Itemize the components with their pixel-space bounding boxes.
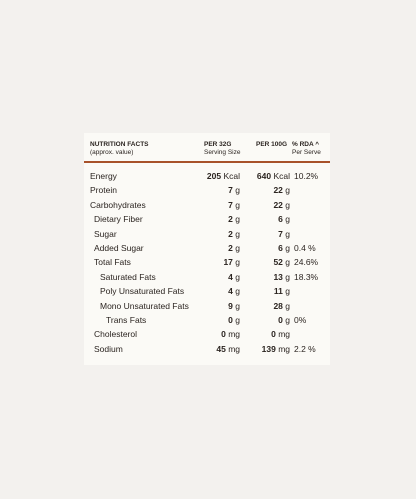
value-per-32g: 17 g — [223, 257, 240, 268]
header-title: NUTRITION FACTS — [90, 141, 149, 148]
nutrient-label: Energy — [90, 171, 117, 181]
nutrient-row: Total Fats 17 g 52 g 24.6% — [84, 255, 330, 269]
value-per-32g: 2 g — [228, 214, 240, 225]
value-per-100g: 22 g — [273, 185, 290, 196]
rda-value: 0% — [294, 315, 307, 325]
value-per-100g: 0 g — [278, 315, 290, 325]
value-per-32g: 7 g — [228, 185, 240, 196]
value-per-100g: 22 g — [273, 199, 290, 210]
rda-value: 0.4 % — [294, 243, 316, 253]
nutrient-label: Sodium — [94, 343, 123, 354]
nutrient-row: Added Sugar 2 g 6 g 0.4 % — [84, 241, 330, 255]
nutrient-row: Poly Unsaturated Fats 4 g 11 g — [84, 284, 330, 298]
value-per-100g: 0 mg — [271, 329, 290, 340]
nutrition-header: NUTRITION FACTS (approx. value) PER 32G … — [84, 133, 330, 163]
value-per-32g: 2 g — [228, 228, 240, 239]
value-per-32g: 0 mg — [221, 329, 240, 340]
rda-value: 24.6% — [294, 257, 319, 268]
value-per-32g: 45 mg — [216, 343, 240, 354]
value-per-32g: 2 g — [228, 243, 240, 253]
header-per100-cell: PER 100G — [256, 141, 287, 149]
value-per-32g: 7 g — [228, 199, 240, 210]
nutrient-label: Added Sugar — [94, 243, 144, 253]
value-per-100g: 6 g — [278, 214, 290, 225]
nutrient-row: Carbohydrates 7 g 22 g — [84, 198, 330, 212]
value-per-32g: 0 g — [228, 315, 240, 325]
value-per-100g: 13 g — [273, 271, 290, 282]
value-per-32g: 4 g — [228, 286, 240, 297]
header-rda: % RDA ^ — [292, 141, 320, 148]
value-per-32g: 9 g — [228, 300, 240, 311]
value-per-32g: 205 Kcal — [206, 171, 240, 181]
nutrient-label: Mono Unsaturated Fats — [100, 300, 189, 311]
header-per32: PER 32G — [204, 141, 232, 148]
value-per-100g: 52 g — [273, 257, 290, 268]
header-title-cell: NUTRITION FACTS (approx. value) — [90, 141, 149, 157]
value-per-100g: 11 g — [273, 286, 290, 297]
nutrient-row: Sugar 2 g 7 g — [84, 227, 330, 241]
rda-value: 10.2% — [294, 171, 319, 181]
value-per-32g: 4 g — [228, 271, 240, 282]
nutrient-row: Trans Fats 0 g 0 g 0% — [84, 313, 330, 327]
nutrient-label: Saturated Fats — [100, 271, 156, 282]
nutrition-facts-panel: NUTRITION FACTS (approx. value) PER 32G … — [84, 133, 330, 365]
value-per-100g: 640 Kcal — [256, 171, 290, 181]
nutrient-row: Sodium 45 mg 139 mg 2.2 % — [84, 342, 330, 356]
header-per32-cell: PER 32G Serving Size — [204, 141, 241, 157]
nutrient-label: Total Fats — [94, 257, 131, 268]
header-per100: PER 100G — [256, 141, 288, 148]
value-per-100g: 28 g — [273, 300, 290, 311]
nutrient-row: Mono Unsaturated Fats 9 g 28 g — [84, 299, 330, 313]
header-rda-sub: Per Serve — [292, 149, 321, 156]
nutrient-row: Dietary Fiber 2 g 6 g — [84, 212, 330, 226]
nutrient-label: Cholesterol — [94, 329, 137, 340]
nutrient-row: Energy 205 Kcal 640 Kcal 10.2% — [84, 169, 330, 183]
nutrient-label: Poly Unsaturated Fats — [100, 286, 185, 297]
nutrient-label: Dietary Fiber — [94, 214, 143, 225]
nutrient-row: Protein 7 g 22 g — [84, 183, 330, 197]
nutrient-label: Carbohydrates — [90, 199, 146, 210]
rda-value: 2.2 % — [294, 343, 316, 354]
header-divider — [84, 161, 330, 163]
value-per-100g: 6 g — [278, 243, 290, 253]
nutrient-label: Protein — [90, 185, 117, 196]
nutrient-row: Saturated Fats 4 g 13 g 18.3% — [84, 270, 330, 284]
header-rda-cell: % RDA ^ Per Serve — [292, 141, 321, 157]
nutrient-label: Trans Fats — [106, 315, 147, 325]
header-subtitle: (approx. value) — [90, 149, 134, 156]
nutrient-row: Cholesterol 0 mg 0 mg — [84, 327, 330, 341]
value-per-100g: 139 mg — [261, 343, 290, 354]
rda-value: 18.3% — [294, 271, 319, 282]
value-per-100g: 7 g — [278, 228, 290, 239]
header-per32-sub: Serving Size — [204, 149, 241, 156]
nutrient-label: Sugar — [94, 228, 117, 239]
